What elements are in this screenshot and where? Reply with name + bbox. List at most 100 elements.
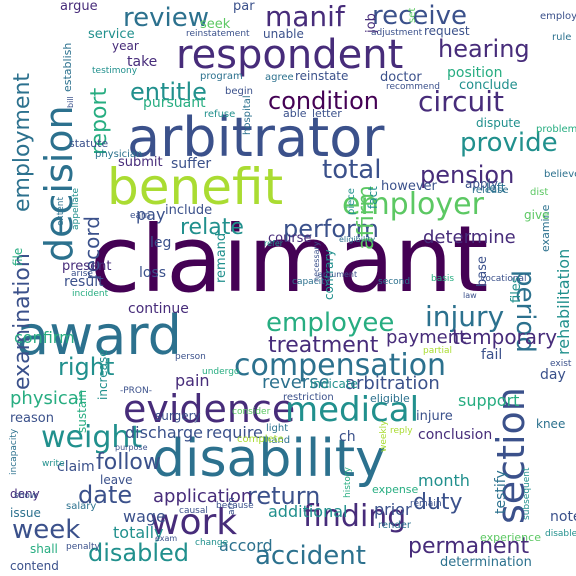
word: eligibility xyxy=(339,235,376,244)
word: compensation xyxy=(234,348,447,383)
word: basis xyxy=(431,274,455,284)
word: award xyxy=(16,304,182,367)
word: earn xyxy=(130,211,151,221)
word: light xyxy=(266,423,289,434)
word: doctor xyxy=(380,70,422,85)
word: increase xyxy=(96,349,110,400)
word: examination xyxy=(10,253,35,390)
word: expense xyxy=(372,483,419,496)
word: circuit xyxy=(418,85,504,118)
word: right xyxy=(58,353,115,381)
word: duty xyxy=(413,490,463,515)
word: pay xyxy=(136,205,166,224)
word: year xyxy=(112,39,139,53)
word: statute xyxy=(69,137,109,150)
word: pain xyxy=(175,371,210,390)
word: week xyxy=(12,515,81,545)
word: note xyxy=(550,509,576,525)
word: par xyxy=(233,0,255,14)
word: pursuant xyxy=(143,95,206,111)
word: change xyxy=(195,538,229,548)
word: apply xyxy=(465,177,499,191)
word: weight xyxy=(41,420,143,455)
word: hospital xyxy=(242,95,253,135)
word: able xyxy=(283,107,307,120)
word: position xyxy=(447,65,503,81)
word: purpose xyxy=(115,443,148,452)
word: additional xyxy=(268,502,348,521)
word: review xyxy=(123,3,209,33)
word: service xyxy=(88,27,135,42)
word: show xyxy=(14,491,38,501)
word: set xyxy=(407,7,418,23)
word: disability xyxy=(152,429,386,489)
word: loss xyxy=(139,265,167,281)
word: however xyxy=(381,179,437,194)
word: second xyxy=(378,277,411,287)
word: complete xyxy=(237,434,284,445)
word: letter xyxy=(312,107,342,120)
word: dispute xyxy=(476,116,521,130)
word: employment xyxy=(10,72,35,212)
word: suffer xyxy=(171,156,212,172)
word: program xyxy=(200,71,243,82)
word: condition xyxy=(268,87,379,115)
word: deny xyxy=(10,487,40,501)
word: evidence xyxy=(123,387,296,431)
word: arise xyxy=(71,269,93,279)
word: establish xyxy=(61,42,74,92)
word: refuse xyxy=(204,109,236,120)
word: conclusion xyxy=(418,427,493,443)
word: confirm xyxy=(14,328,75,347)
word: incident xyxy=(72,289,109,299)
word: temporary xyxy=(452,325,558,349)
word: remand xyxy=(214,232,229,283)
word: support xyxy=(458,391,520,410)
word: render xyxy=(378,520,411,531)
word: testify xyxy=(493,470,509,514)
word: arbitration xyxy=(345,373,440,394)
word: reason xyxy=(10,411,54,426)
word: undergo xyxy=(202,367,240,377)
word: manif xyxy=(265,0,345,33)
word: seek xyxy=(200,17,231,32)
word: reply xyxy=(390,426,413,436)
word: leg xyxy=(150,235,172,251)
word: causal xyxy=(179,506,208,516)
word: finding xyxy=(303,499,407,534)
word: prior xyxy=(374,500,412,519)
word: treatment xyxy=(268,333,379,358)
word: request xyxy=(424,24,470,38)
word: capacity xyxy=(292,277,330,287)
word: include xyxy=(165,203,213,218)
word: determine xyxy=(423,227,516,248)
word: left xyxy=(486,181,506,195)
word: knee xyxy=(536,417,566,431)
word: reinstate xyxy=(295,69,349,83)
word: leave xyxy=(100,473,133,487)
word: file xyxy=(11,247,25,266)
word: hand xyxy=(265,435,291,446)
word: benefit xyxy=(107,158,284,216)
word: provide xyxy=(460,128,558,158)
word: permanent xyxy=(408,534,530,559)
word: subsequent xyxy=(522,467,532,520)
word: give xyxy=(524,208,550,222)
word: course xyxy=(268,231,312,246)
word: law xyxy=(463,291,477,300)
word: relate xyxy=(180,215,244,240)
word: total xyxy=(322,155,382,185)
word: recommend xyxy=(386,82,440,92)
word: appellate xyxy=(71,187,81,230)
word: adjustment xyxy=(371,28,423,38)
word: unable xyxy=(263,27,304,41)
word: follow xyxy=(96,450,161,475)
word: arbitrator xyxy=(127,106,385,169)
word: argue xyxy=(60,0,98,14)
word: result xyxy=(64,274,104,290)
word: sustain xyxy=(75,389,89,433)
word: respondent xyxy=(176,32,404,78)
word: submit xyxy=(118,155,163,170)
word: accident xyxy=(255,541,366,571)
